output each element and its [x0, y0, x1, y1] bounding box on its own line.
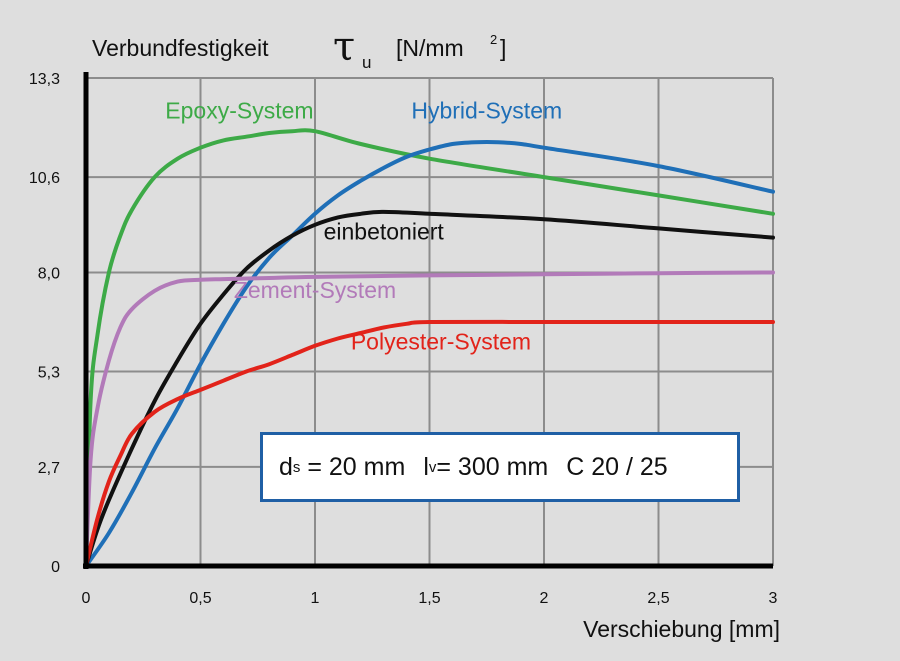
series-lines [84, 128, 775, 568]
title-unit-sup: 2 [490, 32, 497, 47]
diameter-subscript: s [292, 458, 301, 476]
y-tick-label-5: 13,3 [29, 71, 60, 88]
diameter-value: = 20 mm [307, 452, 406, 481]
series-line-einbetoniert [84, 209, 775, 568]
series-label-polyester-system: Polyester-System [351, 329, 531, 355]
title-unit-suffix: ] [500, 35, 506, 61]
y-tick-label-4: 10,6 [29, 170, 60, 187]
series-line-epoxy-system [84, 128, 775, 568]
diameter-symbol: d [279, 452, 293, 481]
series-line-hybrid-system [84, 139, 775, 568]
series-label-einbetoniert: einbetoniert [324, 218, 445, 244]
x-tick-label-3: 1,5 [418, 590, 440, 607]
series-labels: Epoxy-System Hybrid-System einbetoniert Zem… [165, 97, 562, 354]
x-tick-label-4: 2 [540, 590, 549, 607]
series-label-hybrid-system: Hybrid-System [411, 97, 562, 123]
concrete-class: C 20 / 25 [566, 452, 668, 481]
title-symbol-sub: u [362, 53, 371, 72]
x-tick-label-2: 1 [311, 590, 320, 607]
x-axis-label: Verschiebung [mm] [583, 616, 780, 642]
series-line-polyester-system [84, 319, 775, 568]
y-tick-labels: 0 2,7 5,3 8,0 10,6 13,3 [29, 71, 60, 576]
y-tick-label-2: 5,3 [38, 365, 60, 382]
x-tick-label-0: 0 [82, 590, 91, 607]
length-symbol: l [423, 452, 429, 481]
y-tick-label-0: 0 [51, 559, 60, 576]
y-tick-label-1: 2,7 [38, 460, 60, 477]
series-label-epoxy-system: Epoxy-System [165, 97, 313, 123]
length-subscript: v [428, 458, 437, 476]
title-unit-prefix: [N/mm [396, 35, 464, 61]
length-value: = 300 mm [436, 452, 549, 481]
x-tick-label-5: 2,5 [647, 590, 669, 607]
y-tick-label-3: 8,0 [38, 265, 60, 282]
x-tick-label-1: 0,5 [189, 590, 211, 607]
axes [83, 72, 773, 569]
x-tick-labels: 0 0,5 1 1,5 2 2,5 3 [82, 590, 778, 607]
title-symbol: τ [333, 24, 355, 70]
x-tick-label-6: 3 [769, 590, 778, 607]
series-label-zement-system: Zement-System [234, 277, 396, 303]
series-line-zement-system [84, 270, 775, 568]
chart-title: Verbundfestigkeit [92, 35, 269, 61]
